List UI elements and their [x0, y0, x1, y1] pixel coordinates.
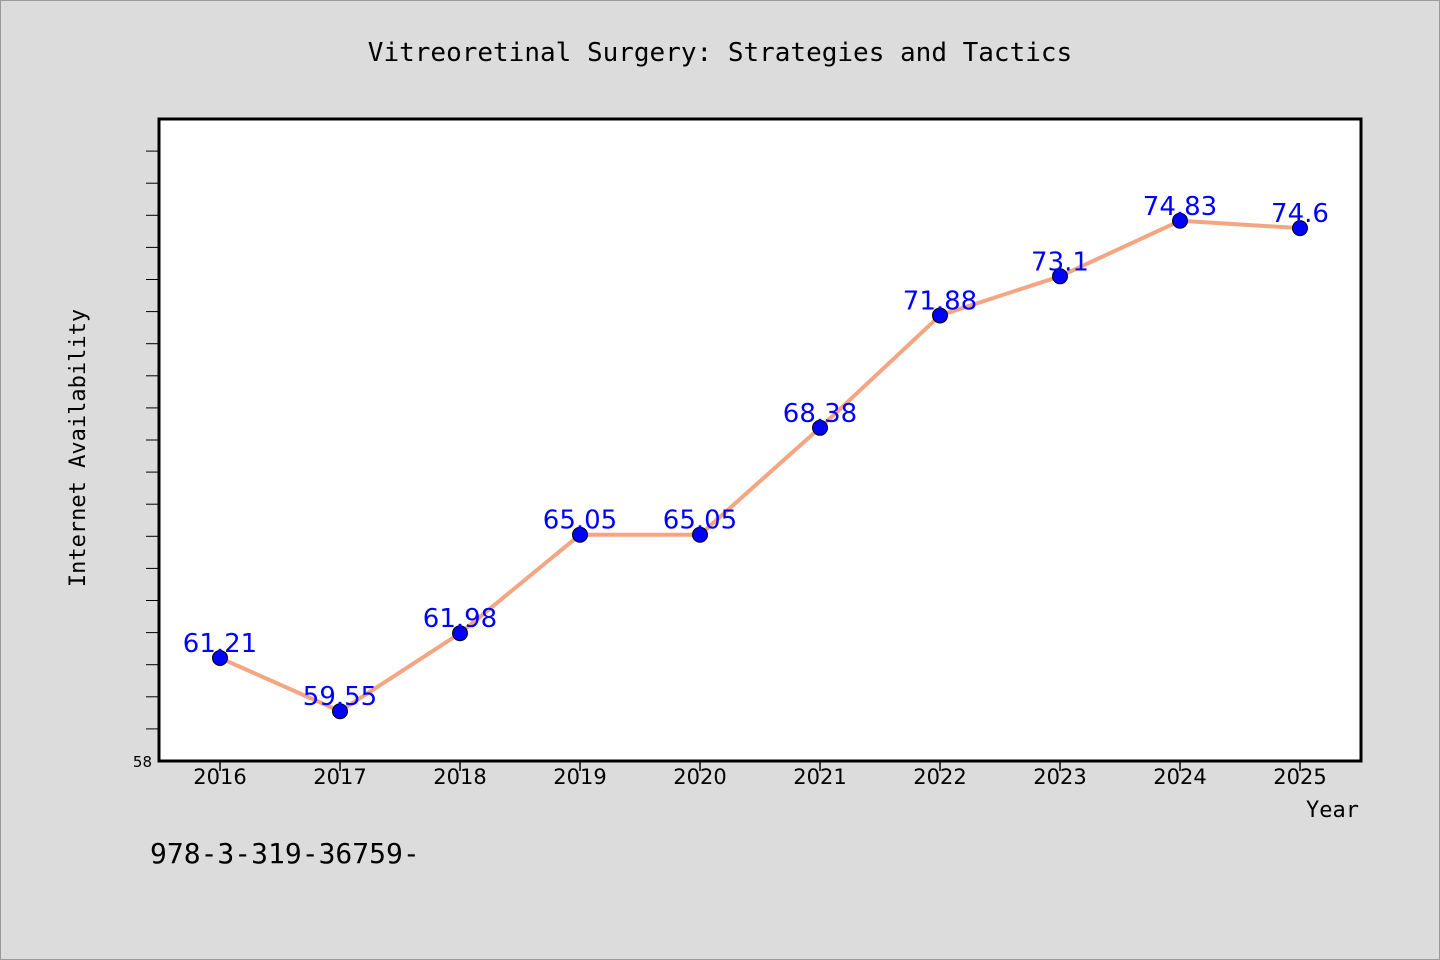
data-point-2021 [812, 419, 828, 436]
y-tick-label-58: 58 [133, 753, 152, 771]
data-label-2021: 68.38 [783, 399, 857, 429]
data-label-2016: 61.21 [183, 629, 257, 659]
data-label-2025: 74.6 [1271, 199, 1329, 229]
x-tick-label-2024: 2024 [1153, 765, 1206, 789]
data-label-2017: 59.55 [303, 682, 377, 712]
x-axis-ticks: 2016 2017 2018 2019 2020 2021 2022 2023 2024 2025 [193, 761, 1327, 789]
data-label-2020: 65.05 [663, 506, 737, 536]
x-tick-label-2016: 2016 [193, 765, 246, 789]
x-tick-label-2020: 2020 [673, 765, 726, 789]
x-tick-label-2017: 2017 [313, 765, 366, 789]
data-point-2025 [1292, 220, 1308, 237]
x-tick-label-2022: 2022 [913, 765, 966, 789]
data-label-2019: 65.05 [543, 506, 617, 536]
data-point-2020 [692, 526, 708, 543]
data-label-2024: 74.83 [1143, 192, 1217, 222]
data-label-2018: 61.98 [423, 604, 497, 634]
data-point-2016 [212, 649, 228, 666]
data-labels: 61.21 59.55 61.98 65.05 65.05 68.38 71.88 73.1 7… [183, 192, 1329, 712]
data-point-2024 [1172, 212, 1188, 229]
data-point-2023 [1052, 268, 1068, 285]
x-axis-label: Year [1306, 798, 1359, 823]
x-tick-label-2021: 2021 [793, 765, 846, 789]
y-axis-ticks [146, 150, 159, 730]
plot-area [157, 117, 1363, 763]
series-group [212, 212, 1308, 720]
data-label-2022: 71.88 [903, 286, 977, 316]
data-point-2017 [332, 703, 348, 720]
x-tick-label-2025: 2025 [1273, 765, 1326, 789]
data-label-2023: 73.1 [1031, 247, 1089, 277]
data-point-2022 [932, 307, 948, 324]
data-point-2018 [452, 625, 468, 642]
y-axis-label: Internet Availability [66, 309, 91, 587]
x-tick-label-2019: 2019 [553, 765, 606, 789]
x-tick-label-2018: 2018 [433, 765, 486, 789]
x-tick-label-2023: 2023 [1033, 765, 1086, 789]
data-point-2019 [572, 526, 588, 543]
footer-text: 978-3-319-36759- [150, 837, 420, 870]
series-line [219, 218, 1301, 714]
chart-title: Vitreoretinal Surgery: Strategies and Ta… [368, 38, 1072, 68]
